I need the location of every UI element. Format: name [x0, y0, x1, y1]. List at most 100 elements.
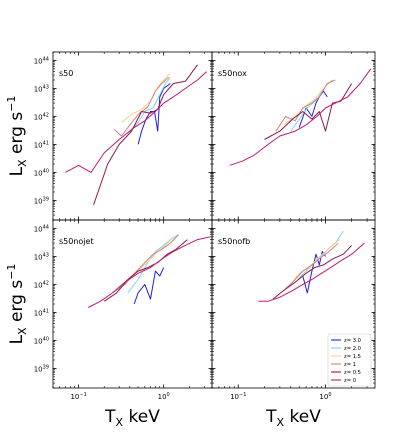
y-tick-label: 1042	[34, 113, 49, 122]
series-line-z-2-0	[129, 76, 171, 132]
series-line-z-3-0	[302, 251, 326, 294]
y-tick-label: 1039	[34, 365, 49, 374]
series-line-z-1	[275, 79, 336, 132]
legend-label: z= 1	[344, 362, 356, 368]
y-axis-label-sub: X	[16, 159, 29, 167]
series-line-z-3-0	[298, 90, 328, 128]
x-tick-label: 100	[319, 392, 331, 401]
x-axis-label-rest: keV	[123, 407, 160, 427]
series-line-z-3-0	[133, 267, 165, 305]
x-axis-label-sub: X	[277, 416, 285, 429]
y-tick-label: 1042	[34, 281, 49, 290]
y-tick-label-exp: 41	[43, 309, 49, 315]
series-line-z-0	[88, 236, 211, 308]
series-line-z-1-5	[121, 72, 171, 123]
y-tick-label-base: 10	[34, 365, 43, 373]
y-tick-label-base: 10	[34, 85, 43, 93]
y-tick-label-base: 10	[34, 281, 43, 289]
y-tick-label: 1043	[34, 253, 49, 262]
y-tick-label-exp: 43	[43, 85, 49, 91]
y-tick-label: 1041	[34, 309, 49, 318]
x-axis-label-sub: X	[116, 416, 124, 429]
series-line-z-0	[229, 68, 372, 166]
series-line-z-2-0	[290, 79, 333, 132]
y-tick-label: 1044	[34, 225, 49, 234]
y-axis-label-main: L	[7, 166, 27, 176]
y-tick-label: 1043	[34, 85, 49, 94]
series-line-z-1-5	[290, 239, 340, 285]
panel-title: s50nojet	[59, 237, 94, 246]
series-line-z-1	[283, 242, 339, 291]
x-axis-label-1: TX keV	[104, 407, 160, 429]
y-tick-label-exp: 42	[43, 281, 49, 287]
x-tick-label: 10−1	[70, 392, 86, 401]
y-tick-label-base: 10	[34, 253, 43, 261]
x-tick-label-base: 10	[158, 393, 167, 401]
y-tick-label-base: 10	[34, 309, 43, 317]
series-group	[88, 234, 211, 308]
x-tick-label-exp: −1	[239, 392, 246, 398]
panel-title: s50nofb	[218, 237, 250, 246]
series-line-z-0-5	[272, 244, 353, 300]
y-tick-label-exp: 43	[43, 253, 49, 259]
y-tick-label-base: 10	[34, 197, 43, 205]
legend-label: z= 0	[344, 378, 356, 384]
y-axis-label-mid: erg s	[7, 112, 27, 160]
panel-title: s50	[59, 69, 73, 78]
x-tick-label-base: 10	[230, 393, 239, 401]
y-tick-label-base: 10	[34, 141, 43, 149]
x-tick-label-exp: 0	[328, 392, 331, 398]
y-tick-label: 1039	[34, 197, 49, 206]
y-tick-label-exp: 44	[43, 57, 49, 63]
y-tick-label: 1041	[34, 141, 49, 150]
series-line-z-0	[65, 71, 207, 173]
series-line-z-1	[113, 76, 170, 137]
x-tick-label-exp: 0	[167, 392, 170, 398]
y-axis-label-1: LX erg s−1	[5, 96, 29, 177]
legend-label: z= 2.0	[344, 346, 361, 352]
y-tick-label-exp: 40	[43, 337, 49, 343]
x-tick-label-exp: −1	[79, 392, 86, 398]
x-axis-label-2: TX keV	[265, 407, 321, 429]
x-tick-label-base: 10	[319, 393, 328, 401]
y-axis-label-2: LX erg s−1	[5, 264, 29, 345]
y-tick-label: 1044	[34, 57, 49, 66]
y-tick-label: 1040	[34, 337, 49, 346]
panel-title: s50nox	[218, 69, 247, 78]
x-tick-label: 10−1	[230, 392, 246, 401]
y-axis-label-sub: X	[16, 327, 29, 335]
x-axis-label-main: T	[104, 407, 116, 427]
legend: z= 3.0 z= 2.0 z= 1.5 z= 1 z= 0.5 z= 0	[327, 333, 372, 387]
y-tick-label-base: 10	[34, 57, 43, 65]
y-tick-label-exp: 41	[43, 141, 49, 147]
x-axis-label-main: T	[265, 407, 277, 427]
series-group	[258, 230, 365, 302]
x-tick-label: 100	[158, 392, 170, 401]
x-axis-label-rest: keV	[284, 407, 321, 427]
series-group	[65, 64, 207, 205]
y-tick-label-base: 10	[34, 337, 43, 345]
legend-frame	[327, 333, 372, 387]
legend-label: z= 0.5	[344, 370, 361, 376]
y-tick-label-base: 10	[34, 225, 43, 233]
y-tick-label-exp: 40	[43, 169, 49, 175]
y-axis-label-mid: erg s	[7, 280, 27, 328]
y-axis-label-sup: −1	[5, 96, 18, 112]
legend-label: z= 3.0	[344, 338, 361, 344]
y-tick-label-exp: 39	[43, 197, 49, 203]
x-tick-label-base: 10	[70, 393, 79, 401]
y-tick-label: 1040	[34, 169, 49, 178]
y-tick-label-base: 10	[34, 113, 43, 121]
y-axis-label-main: L	[7, 334, 27, 344]
y-tick-label-exp: 42	[43, 113, 49, 119]
series-line-z-1	[112, 234, 179, 294]
y-tick-label-base: 10	[34, 169, 43, 177]
series-line-z-0-5	[93, 64, 198, 205]
legend-label: z= 1.5	[344, 354, 361, 360]
